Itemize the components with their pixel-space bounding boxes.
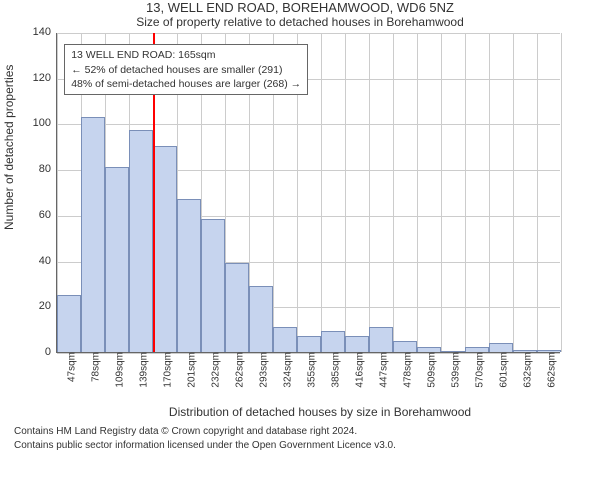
x-tick-label: 509sqm bbox=[421, 352, 438, 388]
histogram-bar bbox=[345, 336, 369, 352]
histogram-bar bbox=[177, 199, 201, 352]
annotation-box: 13 WELL END ROAD: 165sqm← 52% of detache… bbox=[64, 44, 308, 95]
gridline-v bbox=[369, 33, 370, 352]
annotation-line: 48% of semi-detached houses are larger (… bbox=[71, 77, 301, 91]
x-tick-label: 47sqm bbox=[61, 352, 78, 382]
histogram-bar bbox=[465, 347, 489, 352]
x-tick-label: 201sqm bbox=[181, 352, 198, 388]
x-tick-label: 478sqm bbox=[397, 352, 414, 388]
x-tick-label: 662sqm bbox=[541, 352, 558, 388]
histogram-bar bbox=[225, 263, 249, 352]
chart-subtitle: Size of property relative to detached ho… bbox=[0, 15, 600, 29]
x-tick-label: 78sqm bbox=[85, 352, 102, 382]
footer-line-2: Contains public sector information licen… bbox=[14, 439, 586, 453]
y-tick-label: 140 bbox=[33, 26, 57, 38]
histogram-bar bbox=[321, 331, 345, 352]
x-tick-label: 262sqm bbox=[229, 352, 246, 388]
histogram-bar bbox=[441, 351, 465, 352]
x-tick-label: 324sqm bbox=[277, 352, 294, 388]
gridline-v bbox=[561, 33, 562, 352]
y-tick-label: 80 bbox=[39, 163, 57, 175]
annotation-line: 13 WELL END ROAD: 165sqm bbox=[71, 48, 301, 62]
x-tick-label: 355sqm bbox=[301, 352, 318, 388]
histogram-bar bbox=[153, 146, 177, 352]
x-axis-label: Distribution of detached houses by size … bbox=[40, 405, 600, 419]
histogram-bar bbox=[393, 341, 417, 352]
chart-title: 13, WELL END ROAD, BOREHAMWOOD, WD6 5NZ bbox=[0, 0, 600, 15]
gridline-h bbox=[57, 124, 560, 125]
footer-line-1: Contains HM Land Registry data © Crown c… bbox=[14, 425, 586, 439]
x-tick-label: 416sqm bbox=[349, 352, 366, 388]
gridline-v bbox=[345, 33, 346, 352]
histogram-bar bbox=[273, 327, 297, 352]
x-tick-label: 447sqm bbox=[373, 352, 390, 388]
footer: Contains HM Land Registry data © Crown c… bbox=[0, 419, 600, 452]
histogram-bar bbox=[369, 327, 393, 352]
x-tick-label: 570sqm bbox=[469, 352, 486, 388]
gridline-v bbox=[417, 33, 418, 352]
y-tick-label: 40 bbox=[39, 255, 57, 267]
x-tick-label: 109sqm bbox=[109, 352, 126, 388]
gridline-v bbox=[441, 33, 442, 352]
histogram-bar bbox=[57, 295, 81, 352]
histogram-bar bbox=[129, 130, 153, 352]
histogram-bar bbox=[105, 167, 129, 352]
x-tick-label: 293sqm bbox=[253, 352, 270, 388]
gridline-v bbox=[513, 33, 514, 352]
y-axis-label: Number of detached properties bbox=[2, 65, 16, 230]
gridline-v bbox=[321, 33, 322, 352]
x-tick-label: 232sqm bbox=[205, 352, 222, 388]
y-tick-label: 0 bbox=[45, 346, 57, 358]
histogram-bar bbox=[297, 336, 321, 352]
histogram-bar bbox=[201, 219, 225, 352]
histogram-bar bbox=[249, 286, 273, 352]
annotation-line: ← 52% of detached houses are smaller (29… bbox=[71, 63, 301, 77]
y-tick-label: 20 bbox=[39, 300, 57, 312]
gridline-v bbox=[393, 33, 394, 352]
x-tick-label: 139sqm bbox=[133, 352, 150, 388]
histogram-bar bbox=[417, 347, 441, 352]
histogram-bar bbox=[81, 117, 105, 352]
plot-area: 02040608010012014047sqm78sqm109sqm139sqm… bbox=[56, 33, 560, 353]
y-tick-label: 100 bbox=[33, 117, 57, 129]
x-tick-label: 385sqm bbox=[325, 352, 342, 388]
histogram-bar bbox=[513, 350, 537, 352]
x-tick-label: 539sqm bbox=[445, 352, 462, 388]
gridline-h bbox=[57, 33, 560, 34]
histogram-bar bbox=[537, 350, 561, 352]
y-tick-label: 120 bbox=[33, 72, 57, 84]
y-tick-label: 60 bbox=[39, 209, 57, 221]
gridline-v bbox=[537, 33, 538, 352]
gridline-v bbox=[465, 33, 466, 352]
x-tick-label: 601sqm bbox=[493, 352, 510, 388]
x-tick-label: 170sqm bbox=[157, 352, 174, 388]
x-tick-label: 632sqm bbox=[517, 352, 534, 388]
gridline-v bbox=[489, 33, 490, 352]
histogram-bar bbox=[489, 343, 513, 352]
